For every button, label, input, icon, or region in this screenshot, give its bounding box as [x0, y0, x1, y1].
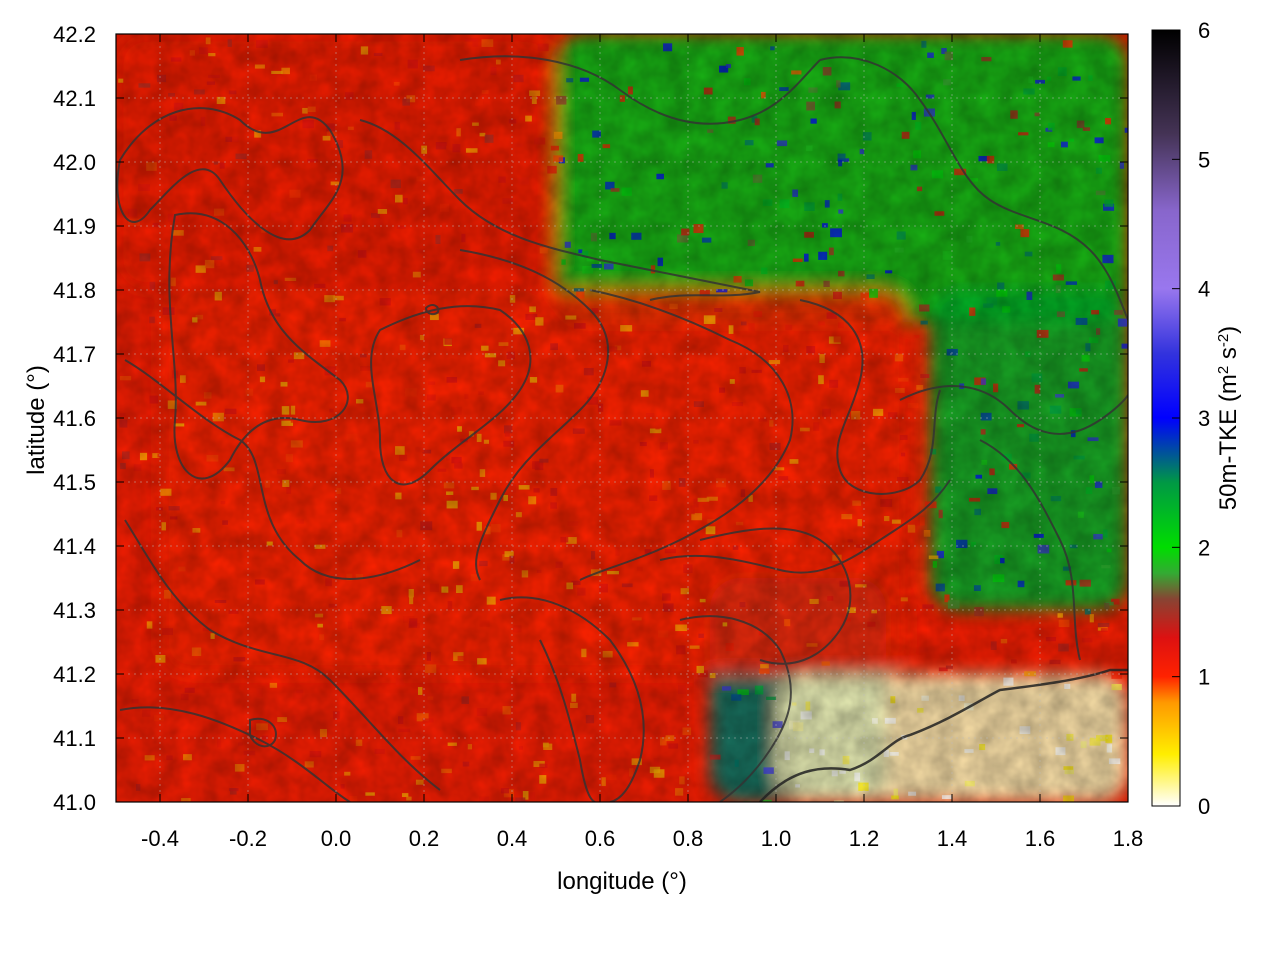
- y-tick-label: 41.3: [53, 598, 96, 623]
- contour-line: [116, 107, 344, 241]
- contour-line: [819, 56, 1128, 321]
- x-tick-label: 1.8: [1113, 826, 1144, 851]
- contour-line: [124, 359, 421, 580]
- colorbar-label: 50m-TKE (m2 s-2): [1215, 326, 1243, 510]
- y-tick-label: 41.5: [53, 470, 96, 495]
- x-axis: -0.4 -0.2 0.0 0.2 0.4 0.6 0.8 1.0 1.2 1.4 1.6 1.8: [141, 34, 1143, 851]
- x-tick-label: 1.6: [1025, 826, 1056, 851]
- y-tick-label: 41.0: [53, 790, 96, 815]
- colorbar-tick-label: 0: [1198, 794, 1210, 819]
- y-tick-label: 41.8: [53, 278, 96, 303]
- contour-line: [799, 299, 941, 495]
- contour-line: [579, 289, 794, 581]
- contour-line: [499, 596, 645, 802]
- contour-line: [424, 304, 440, 316]
- terrain-contours: [116, 55, 1128, 802]
- contour-line: [759, 668, 1128, 802]
- x-axis-title: longitude (°): [557, 868, 687, 895]
- contour-line: [679, 615, 792, 802]
- x-tick-label: -0.4: [141, 826, 179, 851]
- contour-line: [249, 717, 277, 748]
- colorbar-label-sup1: 2: [1215, 366, 1232, 374]
- contour-line: [119, 706, 351, 802]
- x-tick-label: 0.2: [409, 826, 440, 851]
- y-tick-label: 41.4: [53, 534, 96, 559]
- colorbar-label-main: 50m-TKE (m: [1215, 374, 1242, 510]
- colorbar-tick-label: 5: [1198, 147, 1210, 172]
- x-tick-label: 0.8: [673, 826, 704, 851]
- y-tick-label: 41.2: [53, 662, 96, 687]
- colorbar-tick-label: 6: [1198, 18, 1210, 43]
- contour-line: [979, 439, 1081, 661]
- colorbar-tick-label: 3: [1198, 406, 1210, 431]
- colorbar-label-mid: s: [1215, 347, 1242, 366]
- contour-line: [539, 639, 596, 802]
- y-tick-label: 41.9: [53, 214, 96, 239]
- contour-line: [659, 479, 951, 574]
- contour-line: [459, 249, 610, 581]
- colorbar-label-sup2: -2: [1215, 334, 1232, 347]
- x-tick-label: -0.2: [229, 826, 267, 851]
- x-tick-label: 1.4: [937, 826, 968, 851]
- y-axis: 41.0 41.1 41.2 41.3 41.4 41.5 41.6 41.7 41.8 41.9…: [53, 22, 1128, 815]
- x-tick-label: 1.0: [761, 826, 792, 851]
- contour-line: [370, 305, 532, 486]
- y-axis-title: latitude (°): [23, 365, 50, 475]
- x-tick-label: 0.6: [585, 826, 616, 851]
- y-tick-label: 42.2: [53, 22, 96, 47]
- y-tick-label: 41.6: [53, 406, 96, 431]
- contour-line: [359, 119, 761, 301]
- y-tick-label: 42.0: [53, 150, 96, 175]
- x-tick-label: 1.2: [849, 826, 880, 851]
- x-tick-label: 0.4: [497, 826, 528, 851]
- colorbar-tick-label: 1: [1198, 665, 1210, 690]
- y-tick-label: 41.1: [53, 726, 96, 751]
- colorbar-tick-label: 4: [1198, 277, 1210, 302]
- colorbar-tick-label: 2: [1198, 535, 1210, 560]
- contour-line: [899, 385, 1128, 435]
- x-tick-label: 0.0: [321, 826, 352, 851]
- contour-line: [124, 519, 441, 791]
- colorbar-ticks: 0 1 2 3 4 5 6: [1172, 18, 1210, 819]
- y-tick-label: 41.7: [53, 342, 96, 367]
- y-tick-label: 42.1: [53, 86, 96, 111]
- contour-line: [699, 527, 852, 665]
- colorbar-label-end: ): [1215, 326, 1242, 334]
